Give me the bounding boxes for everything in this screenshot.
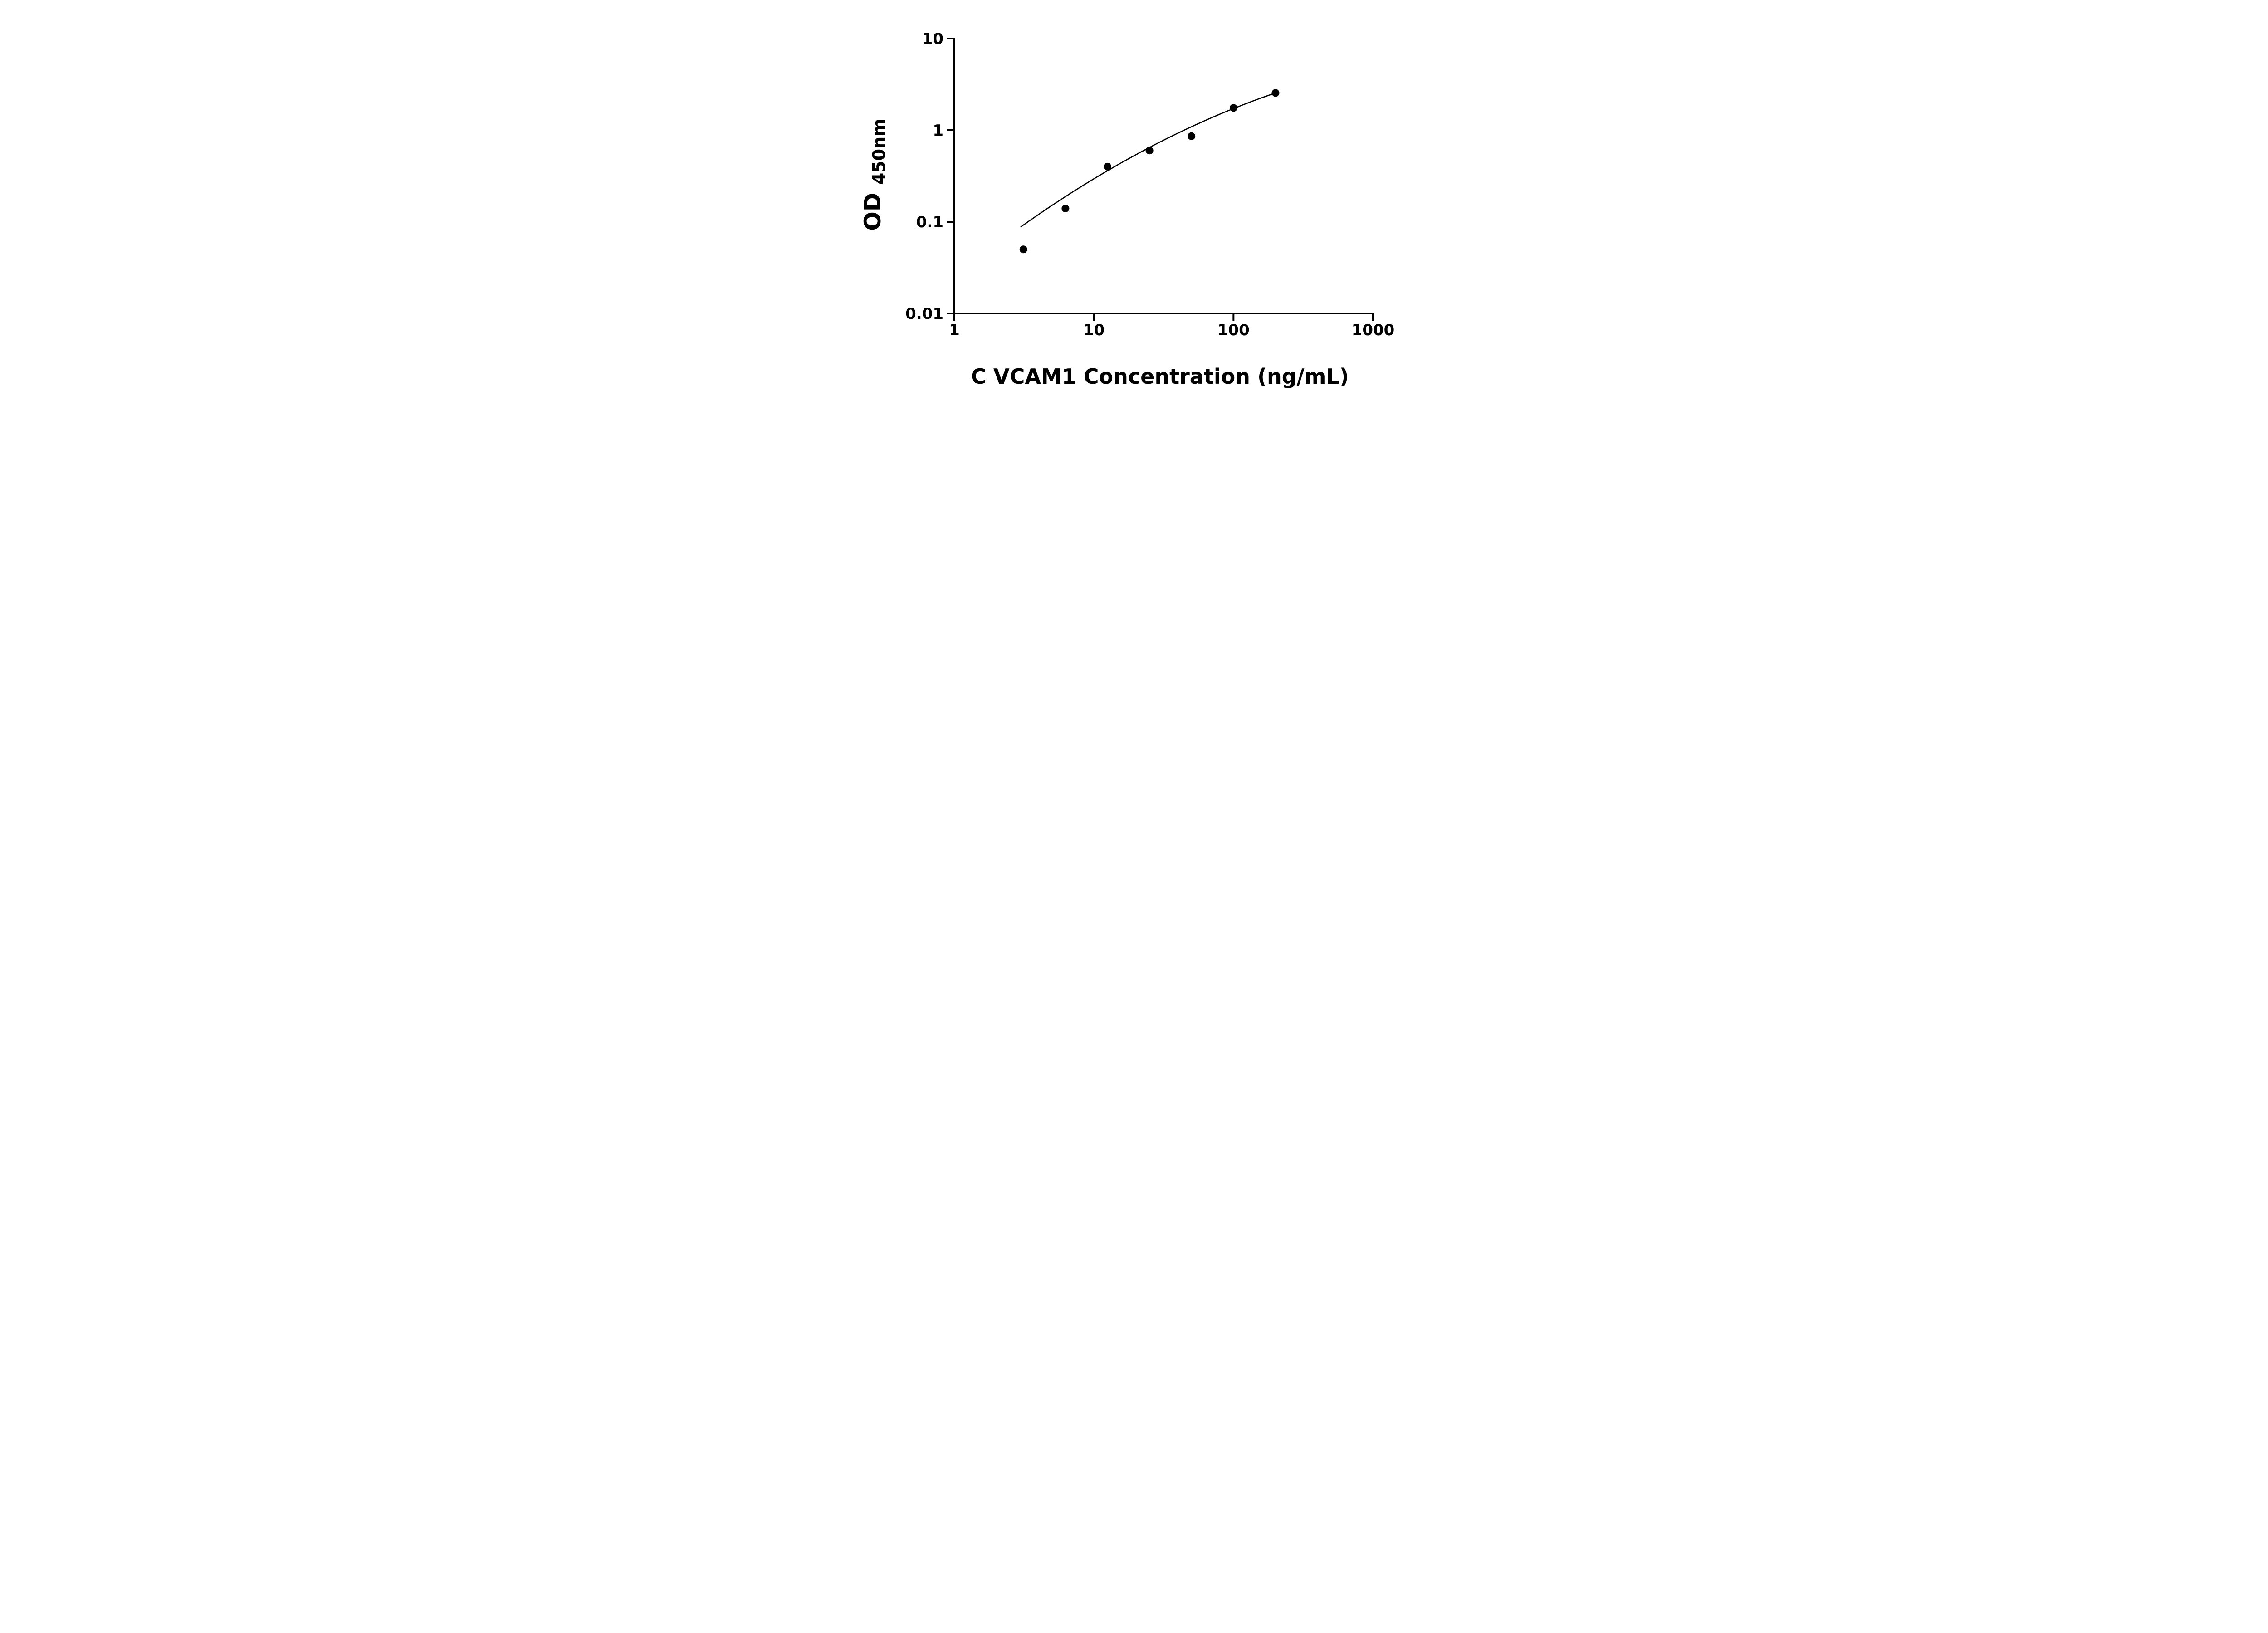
data-series [1019,89,1280,254]
x-axis-tick-label: 100 [1217,321,1250,339]
y-axis-tick-label: 0.01 [905,305,943,323]
x-axis-tick-label: 1 [949,321,960,339]
chart-canvas: 1 10 100 1000 0.01 0.1 1 10 C VCAM1 Concentrati… [860,30,1394,389]
fit-curve-line [1020,92,1276,228]
y-axis-title-subscript: 450nm [869,118,889,185]
elisa-standard-curve-figure: 1 10 100 1000 0.01 0.1 1 10 C VCAM1 Concentrati… [842,0,1426,408]
data-point [1188,132,1196,140]
y-axis-tick-label: 10 [922,30,943,48]
data-point [1061,205,1070,212]
data-point [1019,245,1027,254]
y-axis-title-base: OD [860,193,886,231]
data-point [1229,104,1237,112]
x-axis-tick-label: 10 [1083,321,1105,339]
x-axis-tick-label: 1000 [1352,321,1395,339]
data-point [1104,162,1111,171]
x-axis-title: C VCAM1 Concentration (ng/mL) [971,364,1349,389]
y-axis-title: OD 450nm [860,118,889,230]
y-axis-tick-label: 0.1 [916,213,943,231]
data-point [1145,147,1154,155]
data-point [1271,89,1280,97]
axes: 1 10 100 1000 0.01 0.1 1 10 [905,30,1394,339]
y-axis-tick-label: 1 [933,122,943,140]
